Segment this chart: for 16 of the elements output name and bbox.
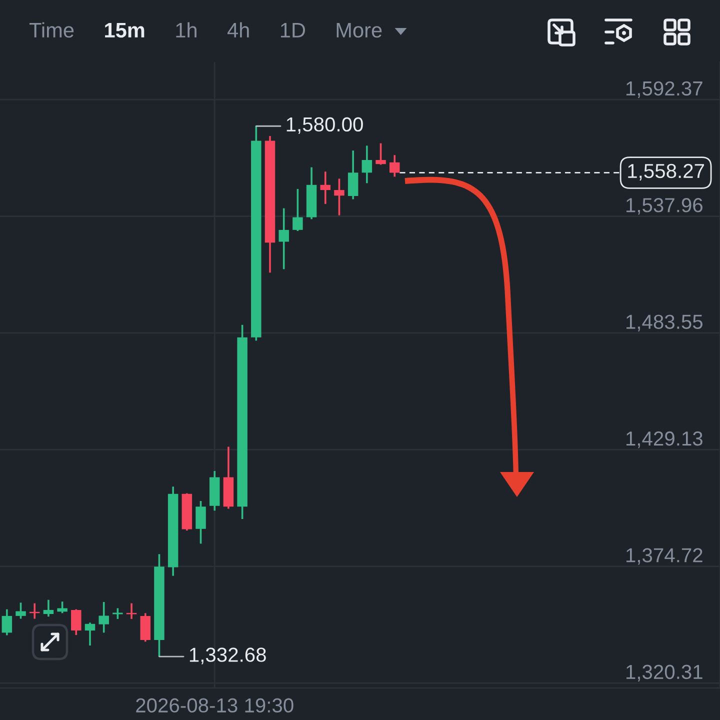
annotation: 1,332.68 (190, 648, 266, 664)
y-tick-label: 1,483.55 (626, 314, 702, 332)
y-tick-label: 1,374.72 (626, 548, 702, 565)
text: 1h (176, 22, 196, 38)
text: 15m (105, 23, 144, 38)
text: Time (29, 22, 74, 38)
y-tick-label: 1,429.13 (626, 431, 702, 448)
text: More (336, 23, 382, 38)
y-tick-label: 1,320.31 (626, 664, 702, 682)
ref-line-label: 1,558.27 (628, 164, 704, 181)
annotation: 1,580.00 (286, 117, 363, 134)
y-tick-label: 1,537.96 (626, 198, 702, 215)
x-tick-label: 2026-08-13 19:30 (136, 698, 294, 713)
text: 4h (227, 22, 249, 38)
y-tick-label: 1,592.37 (626, 81, 702, 98)
text: 1D (280, 23, 306, 38)
